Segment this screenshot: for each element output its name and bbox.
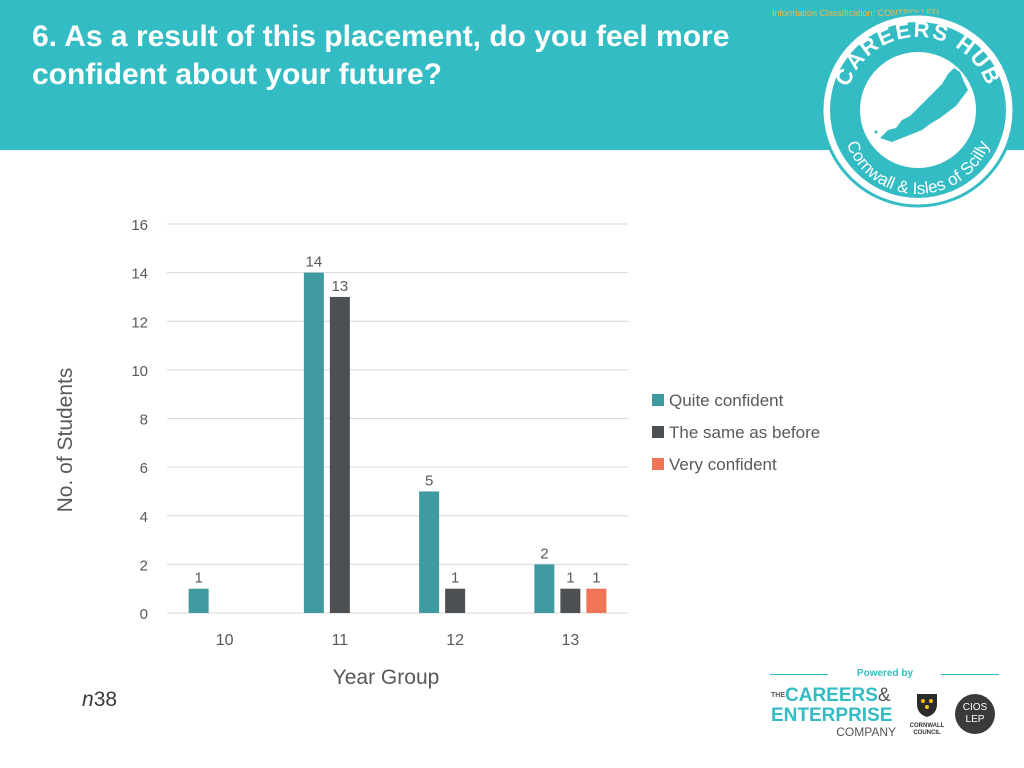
legend-label: Quite confident <box>669 391 784 410</box>
data-label: 1 <box>566 570 574 587</box>
sample-size-label: n38 <box>82 688 117 712</box>
data-label: 1 <box>194 570 202 587</box>
legend-swatch <box>652 394 664 406</box>
legend-label: Very confident <box>669 455 777 474</box>
bar <box>534 564 555 613</box>
y-tick-label: 6 <box>140 460 148 477</box>
data-label: 5 <box>425 472 433 489</box>
bar <box>188 588 209 613</box>
sample-size-value: 38 <box>93 688 118 711</box>
legend-swatch <box>652 426 664 438</box>
y-tick-label: 10 <box>131 363 148 380</box>
cios-lep-logo: CIOS LEP <box>955 694 995 734</box>
bar <box>329 296 350 613</box>
y-axis-title: No. of Students <box>54 368 77 513</box>
footer-logos: Powered by THECAREERS& ENTERPRISE COMPAN… <box>765 660 1005 760</box>
classification-label: Information Classification: CONTROLLED <box>772 8 940 18</box>
legend-label: The same as before <box>669 423 820 442</box>
y-tick-label: 0 <box>140 606 148 623</box>
cec-enterprise: ENTERPRISE <box>771 705 893 727</box>
y-tick-label: 8 <box>140 412 148 429</box>
x-tick-label: 11 <box>332 632 349 649</box>
bar <box>586 588 607 613</box>
data-label: 1 <box>451 570 459 587</box>
lep-line2: LEP <box>965 714 985 725</box>
cec-careers: CAREERS <box>785 685 878 707</box>
divider-line <box>770 674 828 675</box>
y-tick-label: 14 <box>131 266 148 283</box>
x-tick-label: 10 <box>216 632 234 649</box>
sample-size-prefix: n <box>82 688 94 711</box>
cec-company: COMPANY <box>836 725 896 740</box>
data-label: 1 <box>592 570 600 587</box>
data-label: 13 <box>332 278 349 295</box>
cec-the: THE <box>771 692 785 699</box>
cornwall-map-icon <box>880 68 968 142</box>
powered-by-label: Powered by <box>856 668 914 679</box>
cec-amp: & <box>877 685 891 707</box>
cornwall-council-logo: CORNWALL COUNCIL <box>905 690 949 740</box>
divider-line <box>941 674 999 675</box>
x-axis-title: Year Group <box>333 666 440 689</box>
bar <box>445 588 466 613</box>
data-label: 2 <box>540 545 548 562</box>
y-tick-label: 4 <box>140 509 148 526</box>
x-tick-label: 13 <box>561 632 579 649</box>
slide-title: 6. As a result of this placement, do you… <box>32 20 730 91</box>
x-tick-label: 12 <box>446 632 464 649</box>
careers-enterprise-logo: THECAREERS& ENTERPRISE COMPANY <box>771 686 896 739</box>
bar <box>560 588 581 613</box>
y-tick-label: 2 <box>140 557 148 574</box>
bar <box>419 491 440 613</box>
careers-hub-logo: CAREERS HUB Cornwall & Isles of Scilly <box>820 12 1016 208</box>
lep-line1: CIOS <box>962 702 988 713</box>
legend-swatch <box>652 458 664 470</box>
data-label: 14 <box>306 254 323 271</box>
y-tick-label: 12 <box>131 314 148 331</box>
crest-icon <box>917 694 937 717</box>
council-name: CORNWALL COUNCIL <box>909 723 945 736</box>
bar <box>303 272 324 613</box>
y-tick-label: 16 <box>131 217 148 234</box>
